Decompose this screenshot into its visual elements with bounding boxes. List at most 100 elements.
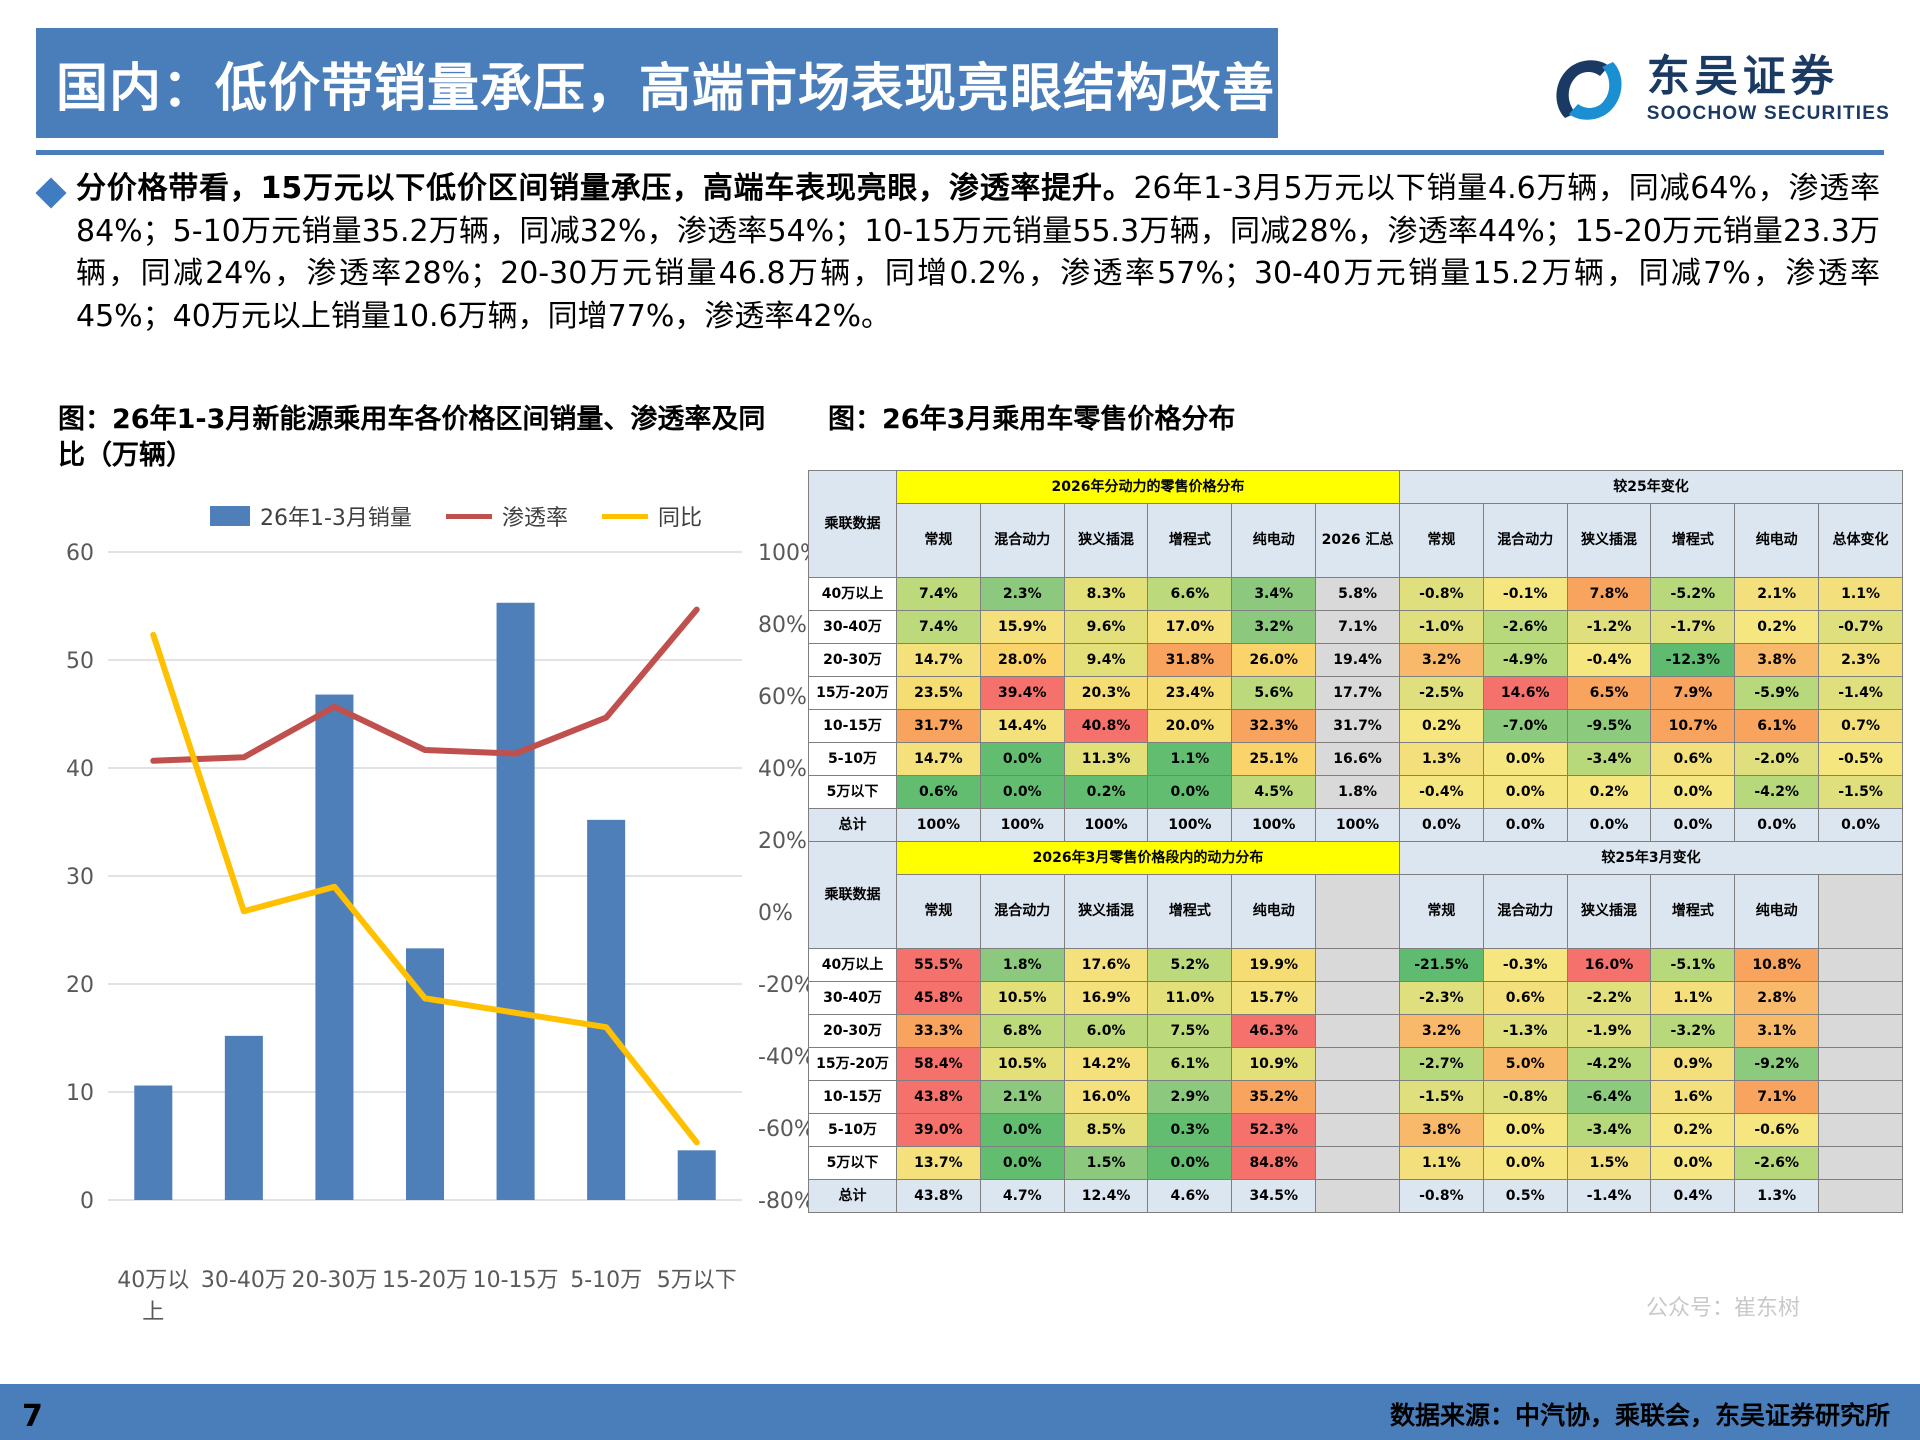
table-cell: 0.0% xyxy=(1482,1113,1568,1147)
table-cell: 10.5% xyxy=(979,981,1065,1015)
table-cell: -1.9% xyxy=(1566,1014,1652,1048)
logo-text: 东吴证券 SOOCHOW SECURITIES xyxy=(1646,51,1890,125)
x-axis-label: 5-10万 xyxy=(570,1268,643,1293)
legend-item-penetration[interactable]: 渗透率 xyxy=(445,500,568,532)
table-cell: 1.5% xyxy=(1566,1146,1652,1180)
table-cell: 16.6% xyxy=(1315,742,1400,776)
legend-label-yoy: 同比 xyxy=(657,506,702,531)
table-row-header: 20-30万 xyxy=(808,643,897,677)
table-cell: 0.0% xyxy=(1650,808,1736,842)
retail-price-distribution-table: 乘联数据 2026年分动力的零售价格分布 较25年变化 常规 混合动力 狭义插混 增程式 纯电… xyxy=(808,470,1904,1213)
table-cell: -5.2% xyxy=(1650,577,1736,611)
table-cell: 2.8% xyxy=(1734,981,1820,1015)
table-cell: -4.9% xyxy=(1482,643,1568,677)
chart-plot-area: 0 10 20 30 40 50 60 -80% -60% -40% -20% 0% 20% 40% 60%… xyxy=(30,540,820,1260)
table-cell: 9.6% xyxy=(1063,610,1149,644)
legend-item-sales[interactable]: 26年1-3月销量 xyxy=(210,500,412,532)
table-cell: -6.4% xyxy=(1566,1080,1652,1114)
table-cell: 0.6% xyxy=(896,775,981,809)
table-cell: -0.8% xyxy=(1482,1080,1568,1114)
chart-svg: 0 10 20 30 40 50 60 -80% -60% -40% -20% 0% 20% 40% 60%… xyxy=(66,541,820,1214)
table-row-header: 15万-20万 xyxy=(808,1047,897,1081)
table-cell: 11.0% xyxy=(1147,981,1233,1015)
page-title: 国内：低价带销量承压，高端市场表现亮眼结构改善 xyxy=(56,58,1276,119)
figure-caption-right: 图：26年3月乘用车零售价格分布 xyxy=(828,404,1236,435)
table-cell: 6.8% xyxy=(979,1014,1065,1048)
table-cell: -4.2% xyxy=(1734,775,1820,809)
page-number: 7 xyxy=(22,1399,43,1434)
table-cell xyxy=(1315,1179,1400,1213)
legend-label-penetration: 渗透率 xyxy=(501,506,568,531)
table-cell: 0.0% xyxy=(1734,808,1820,842)
table-cell: -3.2% xyxy=(1650,1014,1736,1048)
x-axis-label: 10-15万 xyxy=(472,1268,559,1293)
table-cell: 7.8% xyxy=(1566,577,1652,611)
table-column-header: 混合动力 xyxy=(979,874,1065,949)
svg-text:-40%: -40% xyxy=(758,1045,815,1070)
svg-text:-20%: -20% xyxy=(758,973,815,998)
table-row-header: 40万以上 xyxy=(808,948,897,982)
summary-bullet: 分价格带看，15万元以下低价区间销量承压，高端车表现亮眼，渗透率提升。26年1-… xyxy=(35,168,1880,338)
table-cell: 14.4% xyxy=(979,709,1065,743)
table-cell: -2.2% xyxy=(1566,981,1652,1015)
table-cell: 40.8% xyxy=(1063,709,1149,743)
table-cell: 28.0% xyxy=(979,643,1065,677)
svg-text:80%: 80% xyxy=(758,613,807,638)
table-row: 15万-20万 23.5% 39.4% 20.3% 23.4% 5.6% 17.7% -2.5… xyxy=(808,676,1903,710)
table-cell xyxy=(1818,981,1903,1015)
table-cell: -2.6% xyxy=(1734,1146,1820,1180)
table-column-header: 2026 汇总 xyxy=(1315,503,1400,578)
table-cell: 6.1% xyxy=(1147,1047,1233,1081)
summary-rest: 26年1-3月5万元以下销量4.6万辆，同减64%，渗透率84%；5-10万元销… xyxy=(76,171,1880,334)
table-cell: 26.0% xyxy=(1231,643,1317,677)
svg-text:60: 60 xyxy=(66,541,94,566)
chart-legend: 26年1-3月销量 渗透率 同比 xyxy=(210,500,702,532)
table-row: 5-10万 39.0% 0.0% 8.5% 0.3% 52.3% 3.8% 0.0% -3.4%… xyxy=(808,1113,1903,1147)
table-cell: -1.7% xyxy=(1650,610,1736,644)
table-cell: 52.3% xyxy=(1231,1113,1317,1147)
legend-item-yoy[interactable]: 同比 xyxy=(601,500,702,532)
table-cell: 5.0% xyxy=(1482,1047,1568,1081)
table-cell: 1.1% xyxy=(1147,742,1233,776)
table-cell: 5.2% xyxy=(1147,948,1233,982)
table-cell: 0.0% xyxy=(1147,1146,1233,1180)
table-column-header: 常规 xyxy=(896,874,981,949)
table-cell: 33.3% xyxy=(896,1014,981,1048)
table-cell: -0.8% xyxy=(1398,1179,1484,1213)
table-cell: 23.4% xyxy=(1147,676,1233,710)
table-cell: 3.2% xyxy=(1398,643,1484,677)
table-cell: 100% xyxy=(1063,808,1149,842)
table-cell: 0.2% xyxy=(1063,775,1149,809)
table-cell: 11.3% xyxy=(1063,742,1149,776)
table-cell: 25.1% xyxy=(1231,742,1317,776)
table-cell: 1.1% xyxy=(1650,981,1736,1015)
table-cell: 0.0% xyxy=(979,1113,1065,1147)
figure-caption-left: 图：26年1-3月新能源乘用车各价格区间销量、渗透率及同比（万辆） xyxy=(58,404,766,472)
table-cell xyxy=(1315,981,1400,1015)
table-cell: 8.5% xyxy=(1063,1113,1149,1147)
table-cell: -1.4% xyxy=(1818,676,1903,710)
table-cell: 4.5% xyxy=(1231,775,1317,809)
legend-swatch-bar-icon xyxy=(210,506,250,526)
logo-name-cn: 东吴证券 xyxy=(1646,51,1839,102)
table-cell: 3.2% xyxy=(1398,1014,1484,1048)
table-row: 20-30万 33.3% 6.8% 6.0% 7.5% 46.3% 3.2% -1.3% -1.… xyxy=(808,1014,1903,1048)
table-cell: 5.8% xyxy=(1315,577,1400,611)
table-cell: -0.3% xyxy=(1482,948,1568,982)
svg-text:20: 20 xyxy=(66,973,94,998)
table-column-header: 常规 xyxy=(1398,503,1484,578)
table-cell xyxy=(1315,1080,1400,1114)
table-cell: -1.2% xyxy=(1566,610,1652,644)
table-band-row: 乘联数据 2026年3月零售价格段内的动力分布 较25年3月变化 xyxy=(808,841,1904,949)
table-cell: 1.6% xyxy=(1650,1080,1736,1114)
table-cell: 14.6% xyxy=(1482,676,1568,710)
table-cell: -5.9% xyxy=(1734,676,1820,710)
table-row-header: 10-15万 xyxy=(808,709,897,743)
table-cell: 10.7% xyxy=(1650,709,1736,743)
table-cell: -2.3% xyxy=(1398,981,1484,1015)
table-cell xyxy=(1818,1047,1903,1081)
table-cell: 34.5% xyxy=(1231,1179,1317,1213)
table-cell xyxy=(1818,1080,1903,1114)
table-row-header: 5-10万 xyxy=(808,742,897,776)
